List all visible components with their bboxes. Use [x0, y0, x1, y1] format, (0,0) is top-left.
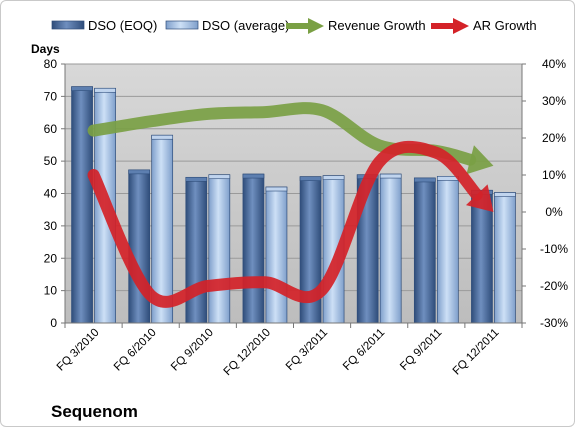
legend-item: DSO (EOQ) — [51, 18, 157, 33]
x-tick-label: FQ 6/2010 — [112, 327, 159, 374]
bar-top — [151, 134, 173, 140]
bar-top — [299, 176, 322, 181]
bar-body — [71, 86, 93, 324]
bar — [71, 86, 93, 324]
bar — [436, 175, 459, 324]
series-arrow — [87, 140, 494, 308]
legend-label: Revenue Growth — [328, 18, 426, 33]
bar — [265, 186, 288, 324]
bar-body — [185, 176, 208, 324]
bar-top — [71, 86, 93, 91]
bar-top — [265, 186, 288, 192]
y2-tick-label: 30% — [542, 94, 566, 108]
y2-tick-label: 10% — [542, 168, 566, 182]
x-tick-label: FQ 12/2010 — [222, 327, 273, 378]
series-line — [87, 140, 483, 308]
bar-body — [436, 175, 459, 324]
y-tick-label: 20 — [44, 251, 58, 265]
chart-legend: DSO (EOQ) DSO (average) Revenue Growth AR G… — [51, 18, 537, 34]
x-tick-label: FQ 3/2011 — [284, 327, 330, 373]
legend-swatch-head — [453, 18, 469, 34]
bar — [208, 174, 231, 324]
legend-label: DSO (EOQ) — [88, 18, 157, 33]
legend-item: Revenue Growth — [286, 18, 426, 34]
bar — [185, 176, 208, 324]
bar-top — [128, 169, 150, 175]
y-tick-label: 0 — [50, 316, 57, 330]
y-axis-title: Days — [31, 42, 60, 56]
y-tick-label: 70 — [44, 89, 58, 103]
bar-top — [414, 177, 436, 183]
bar-body — [128, 169, 151, 324]
y-tick-label: 60 — [44, 122, 58, 136]
x-tick-label: FQ 9/2010 — [169, 327, 216, 374]
bar — [379, 173, 402, 324]
bar-body — [208, 174, 231, 324]
y2-tick-label: -30% — [540, 316, 568, 330]
bar-top — [94, 87, 116, 93]
bar-body — [494, 192, 516, 324]
y-tick-label: 80 — [44, 57, 58, 71]
legend-label: AR Growth — [473, 18, 537, 33]
x-tick-label: FQ 12/2011 — [451, 327, 502, 378]
legend-swatch — [165, 20, 199, 30]
y2-tick-label: -20% — [540, 279, 568, 293]
bar-body — [413, 177, 436, 324]
lines-layer — [87, 102, 494, 308]
x-tick-label: FQ 6/2011 — [341, 327, 387, 373]
bar-body — [379, 173, 402, 324]
y-tick-label: 50 — [44, 154, 58, 168]
bar-top — [437, 176, 459, 181]
bar-top — [494, 192, 516, 197]
bar-top — [185, 177, 208, 182]
bar-top — [242, 173, 265, 179]
series-arrowhead — [466, 145, 494, 175]
legend-item: AR Growth — [431, 18, 537, 34]
bar — [413, 177, 436, 324]
legend-label: DSO (average) — [202, 18, 289, 33]
bar — [494, 192, 516, 324]
brand-label: Sequenom — [51, 402, 138, 421]
x-tick-label: FQ 3/2010 — [55, 327, 102, 374]
y2-tick-label: 20% — [542, 131, 566, 145]
bar-top — [379, 173, 402, 179]
y2-tick-label: 0% — [545, 205, 563, 219]
y-tick-label: 10 — [44, 284, 58, 298]
x-tick-label: FQ 9/2011 — [398, 327, 444, 373]
legend-swatch-head — [308, 18, 324, 34]
legend-item: DSO (average) — [165, 18, 289, 33]
bar — [128, 169, 151, 324]
y-tick-label: 40 — [44, 187, 58, 201]
y-tick-label: 30 — [44, 219, 58, 233]
legend-swatch — [51, 20, 85, 30]
y2-tick-label: -10% — [540, 242, 568, 256]
bar-body — [242, 173, 265, 324]
series-arrowhead — [465, 184, 494, 212]
bar-body — [265, 186, 288, 324]
bar — [242, 173, 265, 324]
bar-top — [208, 174, 231, 180]
y2-tick-label: 40% — [542, 57, 566, 71]
bar-top — [322, 175, 345, 180]
